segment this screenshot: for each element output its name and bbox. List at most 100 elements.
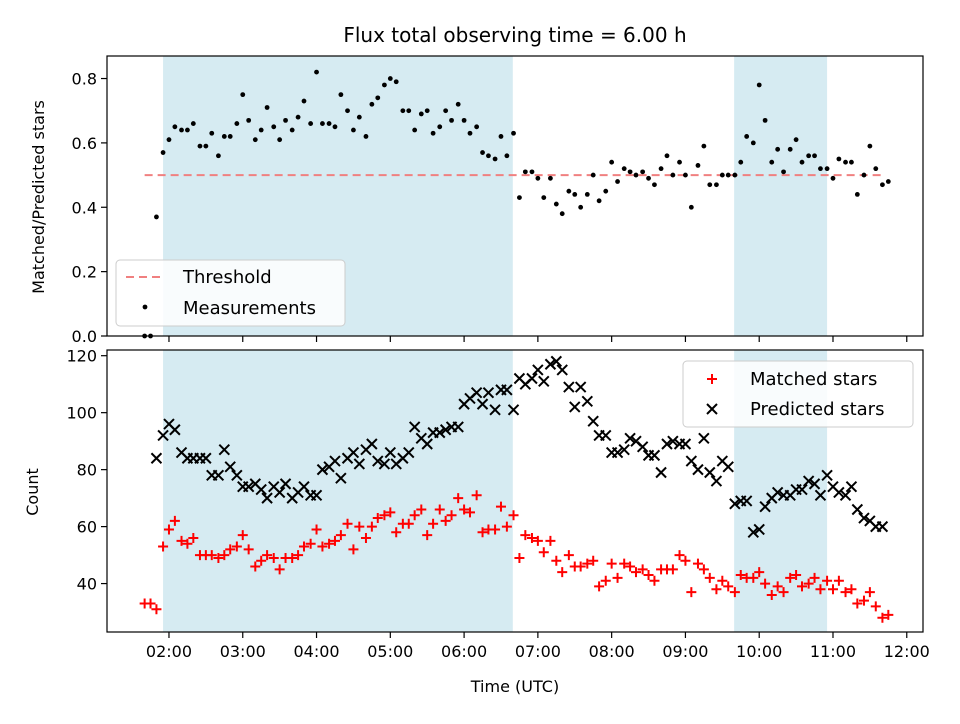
data-point [453,493,464,504]
data-point [578,204,584,210]
data-point [366,438,378,450]
data-point [385,507,396,518]
data-point [279,478,292,490]
data-point [661,438,673,450]
data-point [867,143,873,149]
data-point [418,111,424,117]
data-point [563,550,574,561]
data-point [814,489,827,501]
x-tick-label: 06:00 [441,642,487,661]
data-point [674,550,685,561]
data-point [849,159,854,165]
data-point [785,572,796,583]
data-point [584,191,590,197]
y-tick-label: 0.2 [72,263,97,282]
data-point [287,552,298,563]
data-point [664,153,670,159]
data-point [464,507,475,518]
data-point [760,578,771,589]
data-point [403,446,415,459]
y-axis-label-ratio: Matched/Predicted stars [29,100,48,294]
data-point [490,524,501,535]
data-point [434,504,445,515]
data-point [360,533,371,543]
data-point [569,401,581,413]
data-point [298,541,309,552]
data-point [821,469,833,482]
data-point [830,175,836,181]
data-point [803,578,814,589]
data-point [412,127,418,133]
series-predicted-stars [150,355,889,539]
data-point [566,188,572,194]
x-tick-label: 09:00 [662,642,708,661]
data-point [166,137,172,143]
data-point [581,395,594,407]
data-point [833,486,845,499]
data-point [200,452,212,464]
data-point [744,134,750,139]
data-point [430,130,436,136]
data-point [461,117,467,123]
data-point [157,429,169,442]
x-axis-label: Time (UTC) [470,677,559,696]
data-point [670,172,676,178]
data-point [182,538,193,549]
series-measurements [142,69,891,339]
data-point [885,179,891,184]
data-point [424,108,430,114]
data-point [369,101,375,107]
data-point [486,153,491,159]
data-point [250,561,261,572]
data-point [667,435,679,447]
data-point [766,589,777,600]
data-point [354,521,365,532]
y-axis-label-count: Count [23,468,42,516]
data-point [858,595,869,606]
data-point [833,575,844,586]
data-point [652,182,657,188]
data-point [372,455,384,467]
data-point [748,572,759,583]
data-point [722,461,734,473]
data-point [421,438,433,450]
data-point [190,121,196,126]
x-tick-label: 08:00 [589,642,635,661]
data-point [606,558,617,569]
data-point [802,475,815,487]
data-point [851,503,864,516]
data-point [861,172,867,178]
data-point [261,492,273,504]
data-point [612,572,623,583]
data-point [735,570,746,581]
data-point [679,438,692,450]
data-point [382,82,387,88]
axes-frame [106,55,924,337]
data-point [301,98,307,104]
data-point [846,584,857,595]
data-point [293,550,304,561]
data-point [353,458,366,470]
data-point [308,121,314,126]
data-point [234,121,240,126]
data-point [311,524,322,535]
data-point [508,510,519,521]
data-point [747,526,760,539]
data-point [815,584,826,595]
data-point [329,455,341,467]
data-point [717,575,728,586]
data-point [619,558,630,569]
data-point [683,172,688,178]
y-tick-label: 0.0 [72,327,97,346]
data-point [262,550,273,561]
data-point [529,169,535,175]
data-point [707,182,713,188]
data-point [738,159,744,165]
data-point [611,446,624,459]
data-point [203,143,209,149]
x-tick-label: 04:00 [293,642,339,661]
data-point [455,101,461,107]
data-point [633,172,639,178]
data-point [719,172,725,178]
